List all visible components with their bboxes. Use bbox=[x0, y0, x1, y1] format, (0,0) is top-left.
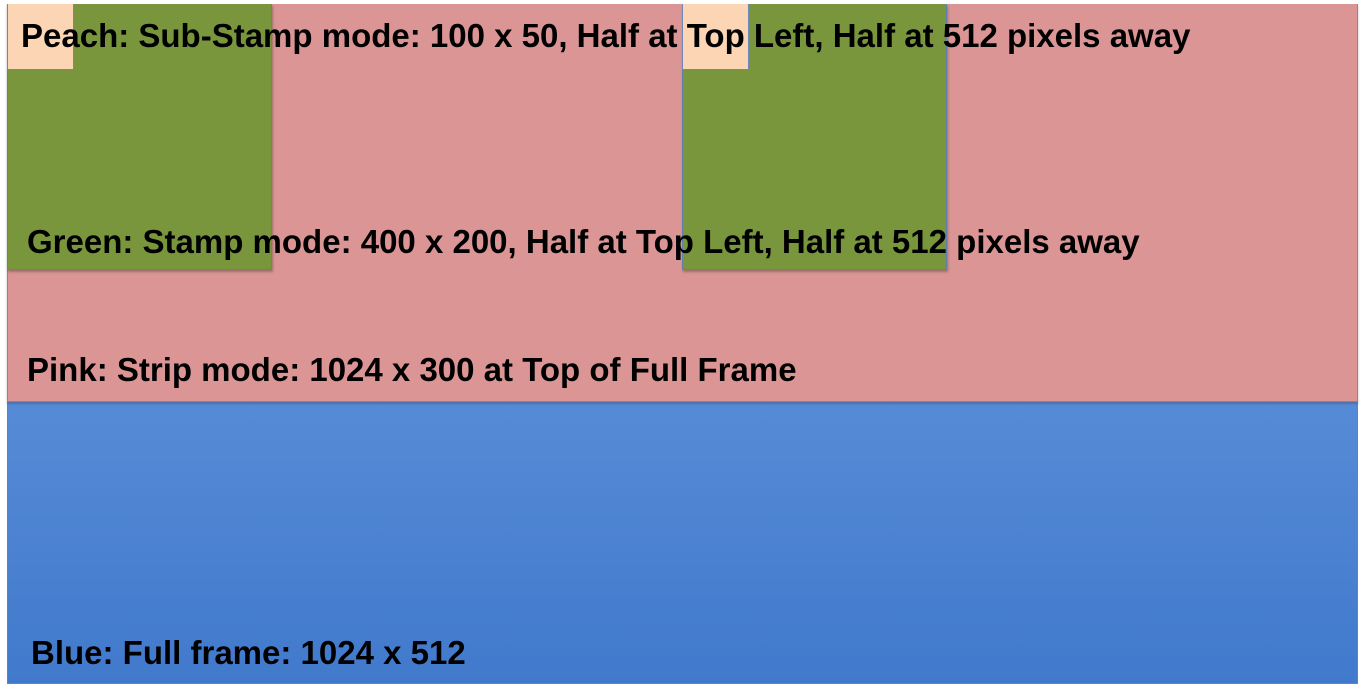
pink-label: Pink: Strip mode: 1024 x 300 at Top of F… bbox=[27, 351, 797, 388]
sub-stamp-region-left bbox=[7, 4, 74, 70]
sub-stamp-region-right bbox=[682, 4, 749, 70]
peach-label: Peach: Sub-Stamp mode: 100 x 50, Half at… bbox=[21, 17, 1191, 54]
blue-label: Blue: Full frame: 1024 x 512 bbox=[31, 634, 466, 671]
green-label: Green: Stamp mode: 400 x 200, Half at To… bbox=[27, 223, 1140, 260]
